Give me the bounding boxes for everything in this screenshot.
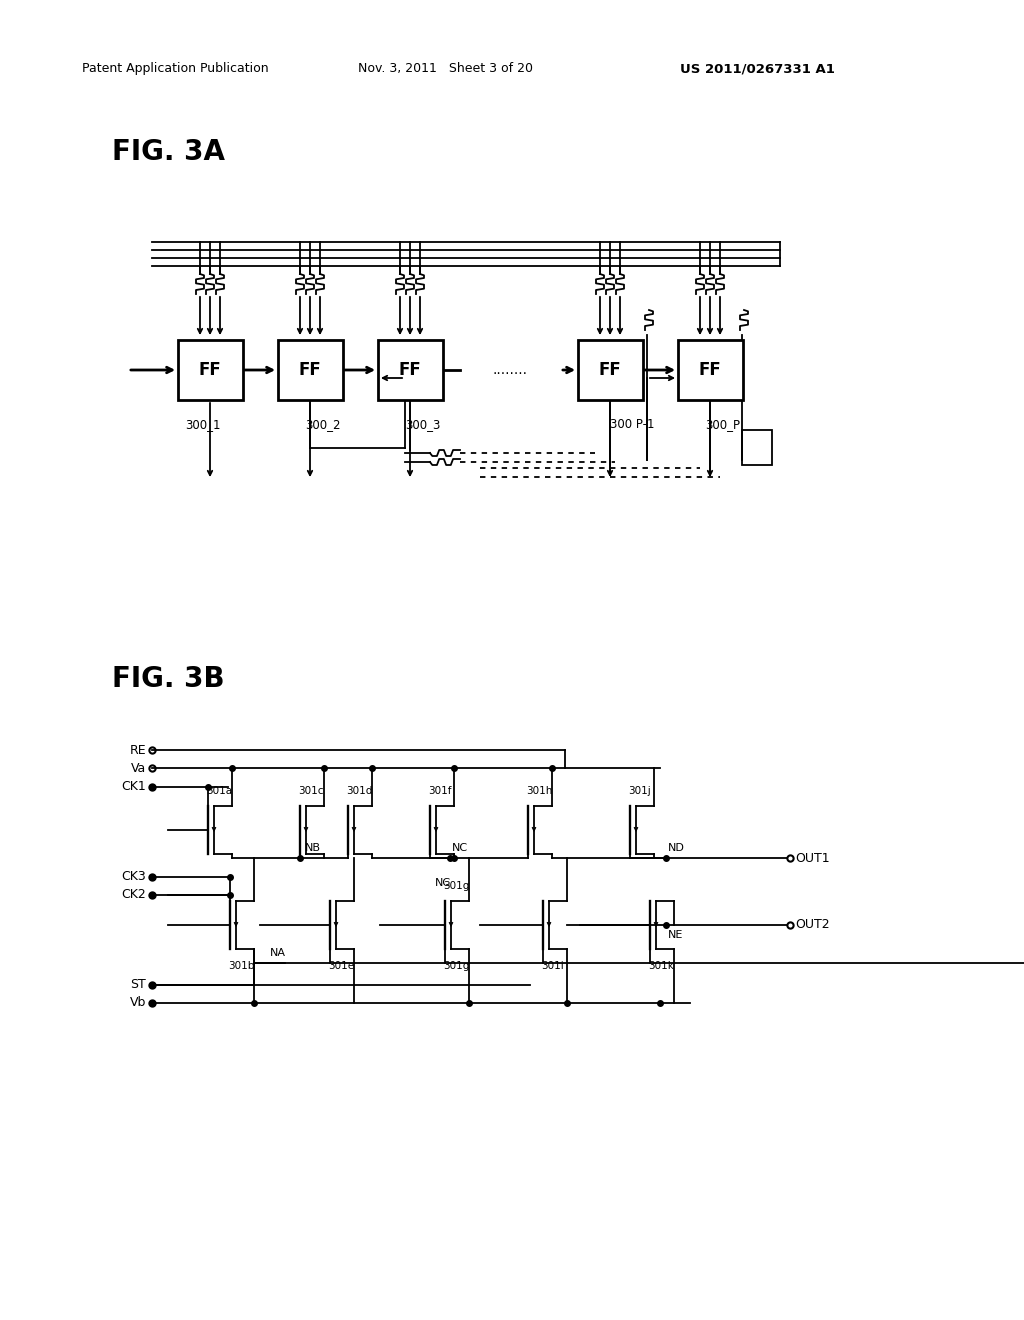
Bar bbox=[278, 341, 343, 400]
Bar bbox=[742, 430, 772, 465]
Text: ........: ........ bbox=[493, 363, 527, 378]
Text: NC: NC bbox=[452, 843, 468, 853]
Text: Nov. 3, 2011   Sheet 3 of 20: Nov. 3, 2011 Sheet 3 of 20 bbox=[358, 62, 534, 75]
Bar bbox=[378, 341, 443, 400]
Text: CK3: CK3 bbox=[121, 870, 146, 883]
Text: 300_2: 300_2 bbox=[305, 418, 341, 432]
Text: FF: FF bbox=[599, 360, 622, 379]
Text: FF: FF bbox=[398, 360, 421, 379]
Text: 301i: 301i bbox=[541, 961, 564, 972]
Text: 300_P: 300_P bbox=[705, 418, 740, 432]
Bar bbox=[178, 341, 243, 400]
Text: US 2011/0267331 A1: US 2011/0267331 A1 bbox=[680, 62, 835, 75]
Text: RE: RE bbox=[129, 743, 146, 756]
Text: 301d: 301d bbox=[346, 785, 373, 796]
Text: 301e: 301e bbox=[328, 961, 354, 972]
Text: Va: Va bbox=[131, 762, 146, 775]
Text: NE: NE bbox=[668, 931, 683, 940]
Text: ST: ST bbox=[130, 978, 146, 991]
Text: FF: FF bbox=[299, 360, 322, 379]
Text: 301a: 301a bbox=[206, 785, 232, 796]
Text: 301g: 301g bbox=[443, 961, 469, 972]
Text: FF: FF bbox=[199, 360, 221, 379]
Text: 300_1: 300_1 bbox=[185, 418, 220, 432]
Text: 301j: 301j bbox=[628, 785, 650, 796]
Text: 301f: 301f bbox=[428, 785, 452, 796]
Bar bbox=[578, 341, 643, 400]
Text: 300 P-1: 300 P-1 bbox=[610, 418, 654, 432]
Text: 301k: 301k bbox=[648, 961, 674, 972]
Text: ND: ND bbox=[668, 843, 685, 853]
Bar bbox=[678, 341, 743, 400]
Text: Patent Application Publication: Patent Application Publication bbox=[82, 62, 268, 75]
Text: 301c: 301c bbox=[298, 785, 324, 796]
Text: Vb: Vb bbox=[130, 997, 146, 1010]
Text: 301b: 301b bbox=[228, 961, 254, 972]
Text: NA: NA bbox=[270, 948, 286, 958]
Text: CK1: CK1 bbox=[121, 780, 146, 793]
Text: NB: NB bbox=[305, 843, 321, 853]
Text: CK2: CK2 bbox=[121, 888, 146, 902]
Text: NC: NC bbox=[435, 878, 452, 888]
Text: 301g: 301g bbox=[443, 880, 469, 891]
Text: FF: FF bbox=[698, 360, 721, 379]
Text: FIG. 3A: FIG. 3A bbox=[112, 139, 225, 166]
Text: FIG. 3B: FIG. 3B bbox=[112, 665, 224, 693]
Text: 300_3: 300_3 bbox=[406, 418, 440, 432]
Text: 301h: 301h bbox=[526, 785, 552, 796]
Text: OUT2: OUT2 bbox=[795, 919, 829, 932]
Text: OUT1: OUT1 bbox=[795, 851, 829, 865]
